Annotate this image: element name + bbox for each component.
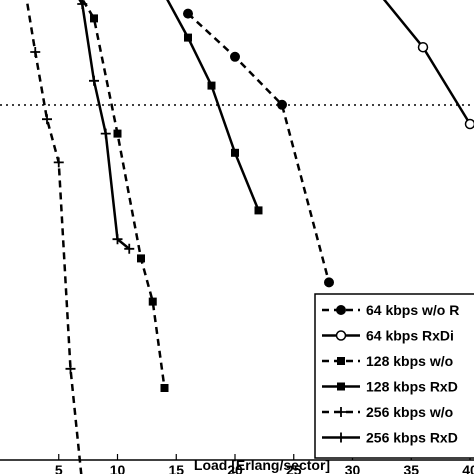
series-line [382, 0, 472, 125]
data-point [277, 99, 287, 110]
data-point [230, 51, 240, 62]
data-point [207, 81, 216, 90]
data-point [100, 128, 111, 139]
legend-label: 128 kbps w/o [366, 353, 453, 369]
series-6 [77, 0, 135, 254]
data-point [231, 148, 239, 157]
legend-entry: 64 kbps w/o R [322, 302, 459, 318]
legend-marker [336, 407, 346, 417]
data-point [124, 243, 135, 254]
data-point [417, 41, 429, 53]
axes: 5 10 15 20 25 30 35 40 [0, 454, 474, 474]
data-point [184, 33, 192, 42]
x-axis-label: Load [Erlang/sector] [194, 457, 330, 473]
legend-box [314, 293, 474, 459]
data-point [324, 277, 334, 288]
data-point [183, 8, 193, 19]
series-1 [183, 8, 334, 288]
data-point [254, 206, 263, 215]
legend-label: 256 kbps w/o [366, 404, 453, 420]
x-tick-label: 15 [168, 462, 184, 474]
x-tick-label: 20 [227, 462, 243, 474]
legend-label: 128 kbps RxD [366, 379, 458, 395]
legend-marker [337, 357, 345, 365]
x-tick-label: 30 [345, 462, 361, 474]
data-point [77, 0, 88, 9]
series-5 [25, 0, 83, 474]
legend-marker [336, 305, 346, 315]
x-tick-label: 25 [286, 462, 302, 474]
legend-marker [335, 330, 347, 341]
series-4 [166, 0, 263, 215]
data-point [42, 114, 52, 125]
data-point [112, 234, 123, 245]
legend-entry: 128 kbps RxD [322, 379, 458, 395]
data-point [90, 14, 98, 23]
x-tick-label: 40 [462, 462, 474, 474]
data-point [30, 47, 41, 57]
data-point [464, 118, 474, 130]
x-tick-label: 35 [403, 462, 419, 474]
data-point [137, 254, 145, 263]
x-tick-label: 10 [110, 462, 126, 474]
legend-entry: 128 kbps w/o [322, 353, 453, 369]
series-line [25, 0, 83, 474]
legend-label: 64 kbps RxDi [366, 328, 454, 344]
legend: 64 kbps w/o R 64 kbps RxDi 128 kbps w/o 128… [314, 293, 474, 459]
legend-label: 64 kbps w/o R [366, 302, 459, 318]
legend-marker [337, 382, 345, 391]
legend-entry: 256 kbps RxD [322, 430, 458, 446]
data-point [65, 363, 76, 374]
x-tick-label: 5 [55, 462, 63, 474]
series-line [166, 0, 260, 211]
data-point [148, 297, 157, 306]
legend-entry: 64 kbps RxDi [322, 328, 454, 344]
series-line [81, 0, 166, 389]
legend-entry: 256 kbps w/o [322, 404, 453, 420]
series-2 [382, 0, 474, 130]
series-line [187, 12, 331, 283]
legend-label: 256 kbps RxD [366, 430, 458, 446]
data-point [89, 75, 99, 86]
data-point [53, 157, 64, 168]
data-point [113, 129, 122, 138]
series-3 [81, 0, 169, 392]
legend-marker [336, 432, 346, 443]
data-point [160, 384, 169, 392]
